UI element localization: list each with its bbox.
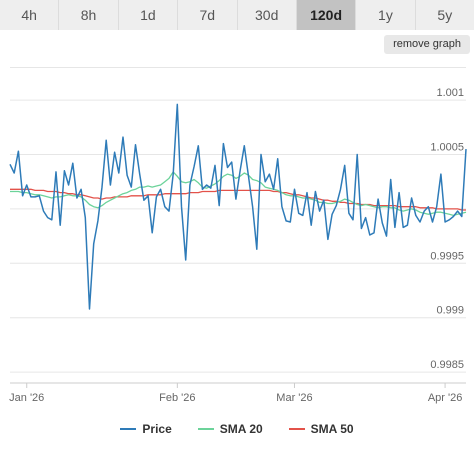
- tab-30d[interactable]: 30d: [237, 0, 297, 30]
- tab-7d[interactable]: 7d: [178, 0, 238, 30]
- legend-label-sma-50: SMA 50: [310, 422, 354, 436]
- tab-1y[interactable]: 1y: [356, 0, 416, 30]
- remove-graph-button[interactable]: remove graph: [384, 35, 470, 54]
- series-line-sma-50: [10, 188, 466, 211]
- legend-item-sma-20[interactable]: SMA 20: [197, 420, 263, 438]
- tab-1d[interactable]: 1d: [118, 0, 179, 30]
- x-axis-ticks: Jan '26 Feb '26 Mar '26 Apr '26: [9, 383, 462, 404]
- legend-swatch-sma-50: [288, 428, 305, 430]
- y-tick-label: 0.999: [436, 305, 464, 317]
- y-tick-label: 0.9995: [430, 250, 464, 262]
- series-line-sma-20: [10, 171, 467, 217]
- legend-item-price[interactable]: Price: [120, 420, 172, 438]
- x-tick-label: Apr '26: [428, 392, 463, 404]
- y-axis-ticks: 1.001 1.0005 0.9995 0.999 0.9985: [430, 87, 464, 371]
- tab-120d[interactable]: 120d: [296, 0, 357, 30]
- y-tick-label: 1.0005: [430, 141, 464, 153]
- chart-legend: Price SMA 20 SMA 50: [0, 420, 474, 438]
- tab-4h[interactable]: 4h: [0, 0, 60, 30]
- legend-item-sma-50[interactable]: SMA 50: [288, 420, 354, 438]
- legend-swatch-sma-20: [197, 428, 214, 430]
- x-tick-label: Feb '26: [159, 392, 195, 404]
- tab-5y[interactable]: 5y: [415, 0, 474, 30]
- y-tick-label: 1.001: [436, 87, 464, 99]
- legend-label-price: Price: [142, 422, 172, 436]
- tab-8h[interactable]: 8h: [59, 0, 119, 30]
- legend-label-sma-20: SMA 20: [219, 422, 263, 436]
- timeframe-tabs: 4h 8h 1d 7d 30d 120d 1y 5y: [0, 0, 474, 30]
- legend-swatch-price: [120, 428, 137, 430]
- y-tick-label: 0.9985: [430, 359, 464, 371]
- series-lines: [9, 103, 467, 310]
- x-tick-label: Jan '26: [9, 392, 44, 404]
- series-line-price: [9, 103, 467, 310]
- grid-lines: [10, 66, 466, 384]
- x-tick-label: Mar '26: [276, 392, 312, 404]
